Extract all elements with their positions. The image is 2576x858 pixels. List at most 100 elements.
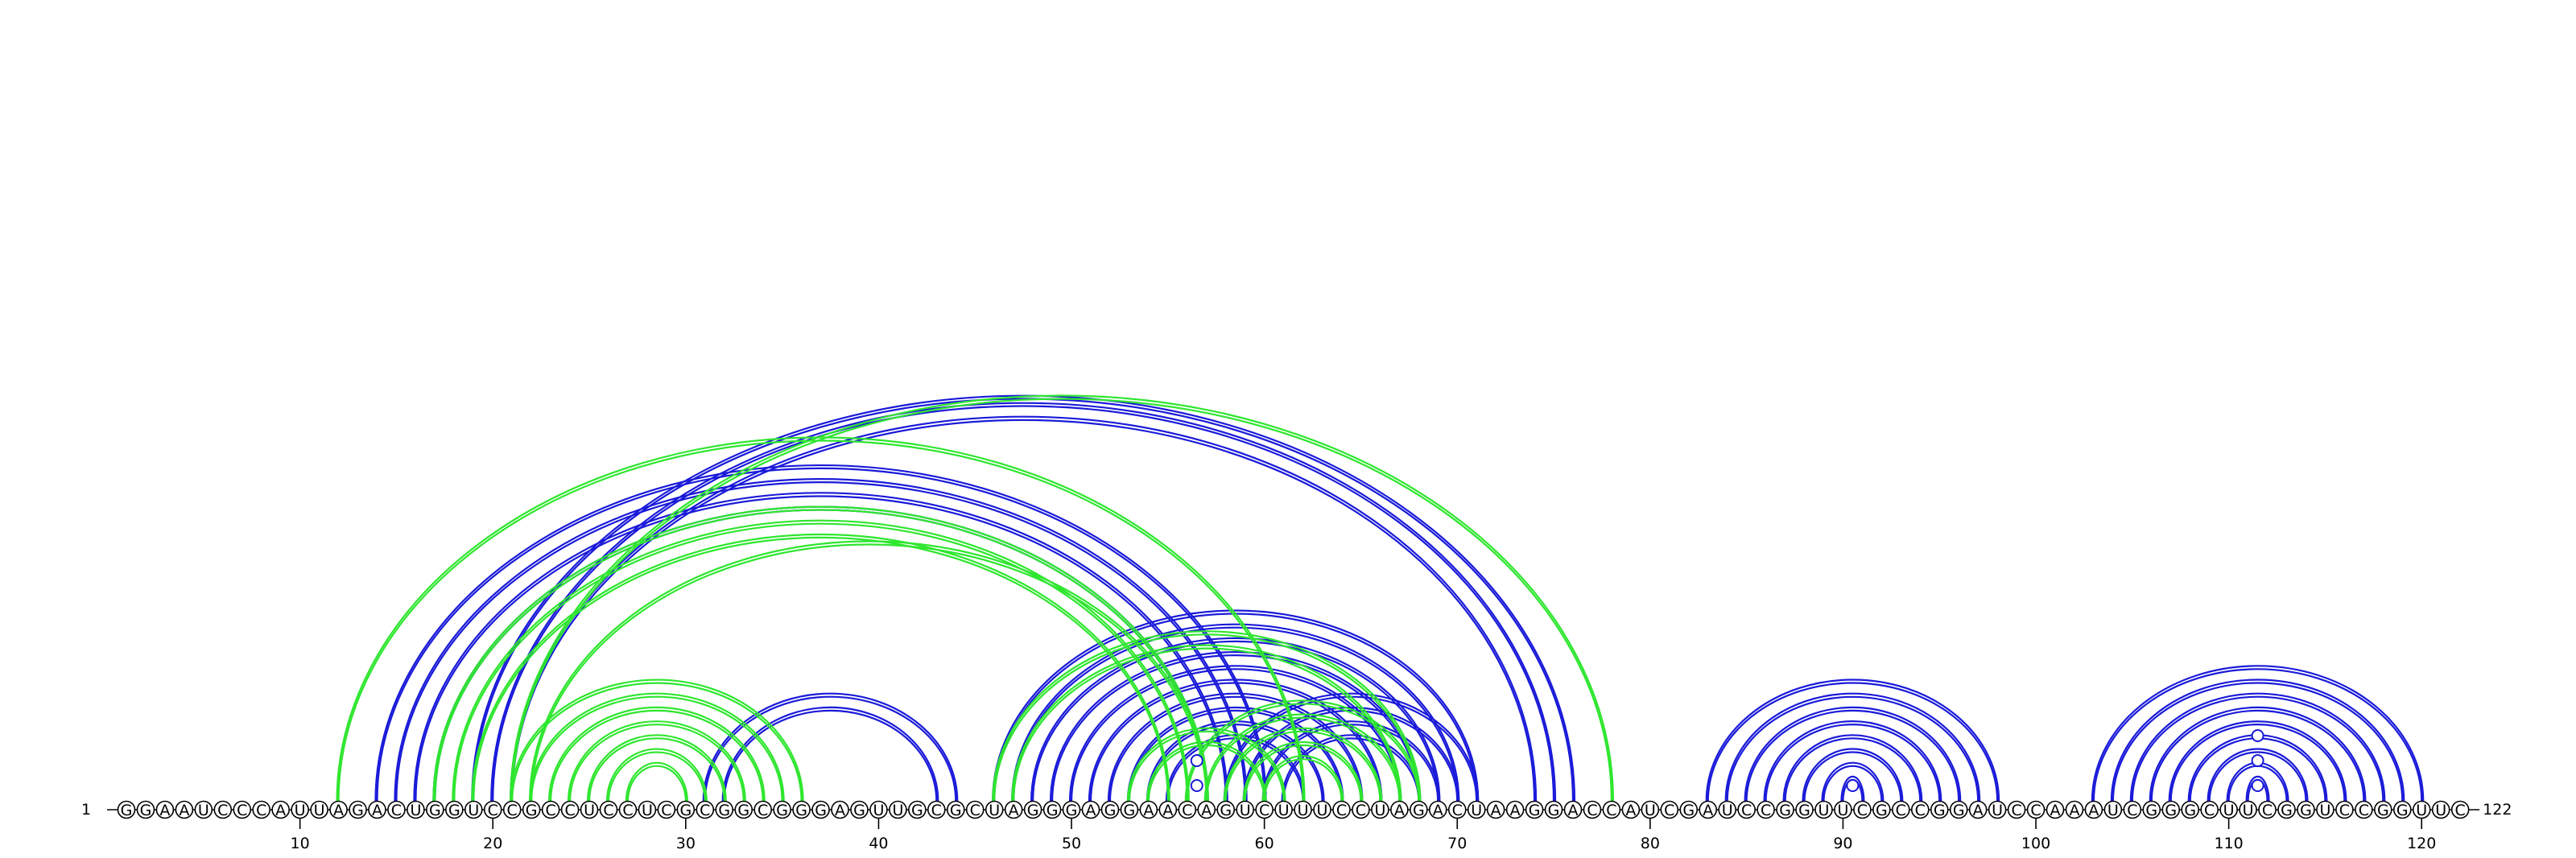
nucleotide-circle xyxy=(560,800,580,819)
blue-arc-83-98-outer xyxy=(1705,679,2000,802)
green-arc-12-62 xyxy=(337,439,1304,802)
blue-arc-16-58 xyxy=(415,495,1227,802)
nucleotide-letter: G xyxy=(1027,802,1039,819)
green-arc-21-36-outer xyxy=(510,679,804,802)
sequence-end-label: 122 xyxy=(2483,801,2512,819)
nucleotide-letter: C xyxy=(1664,802,1674,819)
nucleotide-circle xyxy=(1563,800,1583,819)
nucleotide-letter: U xyxy=(989,802,1000,819)
green-arc-24-33-outer xyxy=(567,720,746,802)
nucleotide-circle xyxy=(889,800,907,819)
nucleotide-letter: C xyxy=(217,802,228,819)
nucleotide-circle xyxy=(1776,800,1794,819)
nucleotide-letter: A xyxy=(1009,802,1019,819)
nucleotide-circle xyxy=(1178,800,1197,819)
nucleotide-circle xyxy=(2161,800,2181,819)
nucleotide-circle xyxy=(2392,800,2412,819)
nucleotide-circle xyxy=(1930,800,1949,819)
nucleotide-letter: C xyxy=(2359,802,2369,819)
nucleotide-circle xyxy=(2258,800,2277,819)
nucleotide-circle xyxy=(1236,800,1254,819)
blue-arc-61-68 xyxy=(1282,737,1420,802)
nucleotide-circle xyxy=(1505,800,1525,819)
nucleotide-letter: U xyxy=(198,802,209,819)
blue-arc-103-120-outer xyxy=(2091,665,2425,802)
nucleotide-circle xyxy=(194,800,213,819)
nucleotide-circle xyxy=(1023,800,1042,819)
green-arc-22-57 xyxy=(530,543,1208,802)
nucleotide-circle xyxy=(2181,800,2200,819)
blue-arc-104-119-outer xyxy=(2110,679,2405,802)
nucleotide-letter: C xyxy=(2262,802,2273,819)
nucleotide-letter: G xyxy=(1066,802,1078,819)
nucleotide-circle xyxy=(117,800,136,819)
blue-arc-51-66-outer xyxy=(1088,679,1383,802)
nucleotide-circle xyxy=(252,800,271,819)
blue-arc-83-98 xyxy=(1707,682,1999,802)
nucleotide-letter: C xyxy=(1857,802,1868,819)
green-arc-17-57 xyxy=(434,509,1208,802)
nucleotide-letter: U xyxy=(295,802,306,819)
nucleotide-circle xyxy=(850,800,869,819)
nucleotide-letter: C xyxy=(970,802,980,819)
nucleotide-letter: G xyxy=(526,802,538,819)
green-arc-12-62-outer xyxy=(336,436,1306,802)
nucleotide-letter: U xyxy=(1645,802,1656,819)
nucleotide-letter: C xyxy=(1259,802,1269,819)
nucleotide-letter: A xyxy=(1510,802,1521,819)
loop-marker xyxy=(1190,754,1203,767)
nucleotide-letter: G xyxy=(718,802,730,819)
nucleotide-circle xyxy=(1274,800,1293,819)
blue-arc-88-93-outer xyxy=(1802,748,1904,802)
nucleotide-letter: A xyxy=(1568,802,1579,819)
nucleotide-circle xyxy=(407,800,425,819)
nucleotide-circle xyxy=(1795,800,1814,819)
tick-label: 50 xyxy=(1062,835,1081,852)
nucleotide-letter: C xyxy=(256,802,266,819)
tick-label: 80 xyxy=(1641,835,1660,852)
tick-label: 10 xyxy=(291,835,310,852)
nucleotide-circle xyxy=(1352,800,1370,819)
green-arc-19-55-outer xyxy=(471,533,1170,802)
green-arc-46-68-outer xyxy=(992,630,1422,802)
nucleotide-letter: G xyxy=(815,802,827,819)
nucleotide-letter: C xyxy=(1915,802,1926,819)
nucleotide-letter: A xyxy=(179,802,189,819)
nucleotide-letter: A xyxy=(1973,802,1984,819)
nucleotide-letter: C xyxy=(237,802,247,819)
blue-arc-21-74 xyxy=(511,419,1536,802)
nucleotide-circle xyxy=(1968,800,1988,819)
nucleotide-circle xyxy=(965,800,985,819)
nucleotide-circle xyxy=(271,800,290,819)
nucleotide-letter: G xyxy=(1798,802,1810,819)
nucleotide-circle xyxy=(985,800,1004,819)
nucleotide-circle xyxy=(349,800,367,819)
blue-arc-15-59-outer xyxy=(394,478,1248,802)
nucleotide-letter: C xyxy=(603,802,613,819)
nucleotide-letter: U xyxy=(892,802,903,819)
green-arc-60-64-outer xyxy=(1261,755,1344,802)
nucleotide-letter: A xyxy=(1703,802,1713,819)
nucleotide-letter: C xyxy=(1182,802,1192,819)
tick-label: 30 xyxy=(676,835,696,852)
nucleotide-circle xyxy=(1544,800,1563,819)
nucleotide-letter: U xyxy=(1374,802,1385,819)
nucleotide-letter: C xyxy=(1336,802,1347,819)
nucleotide-letter: C xyxy=(545,802,555,819)
blue-arc-55-62-outer xyxy=(1165,734,1306,802)
nucleotide-letter: G xyxy=(2396,802,2409,819)
nucleotide-letter: G xyxy=(1682,802,1695,819)
blue-arc-52-65-outer xyxy=(1107,692,1364,802)
nucleotide-letter: G xyxy=(911,802,923,819)
nucleotide-letter: U xyxy=(1992,802,2003,819)
nucleotide-letter: U xyxy=(873,802,884,819)
blue-arc-105-118 xyxy=(2131,695,2384,802)
nucleotide-letter: A xyxy=(1143,802,1154,819)
blue-arc-106-117-outer xyxy=(2149,706,2367,802)
nucleotide-circle xyxy=(599,800,618,819)
nucleotide-letter: G xyxy=(795,802,807,819)
green-arc-57-67 xyxy=(1205,716,1401,802)
nucleotide-letter: A xyxy=(1625,802,1636,819)
nucleotide-letter: C xyxy=(931,802,942,819)
